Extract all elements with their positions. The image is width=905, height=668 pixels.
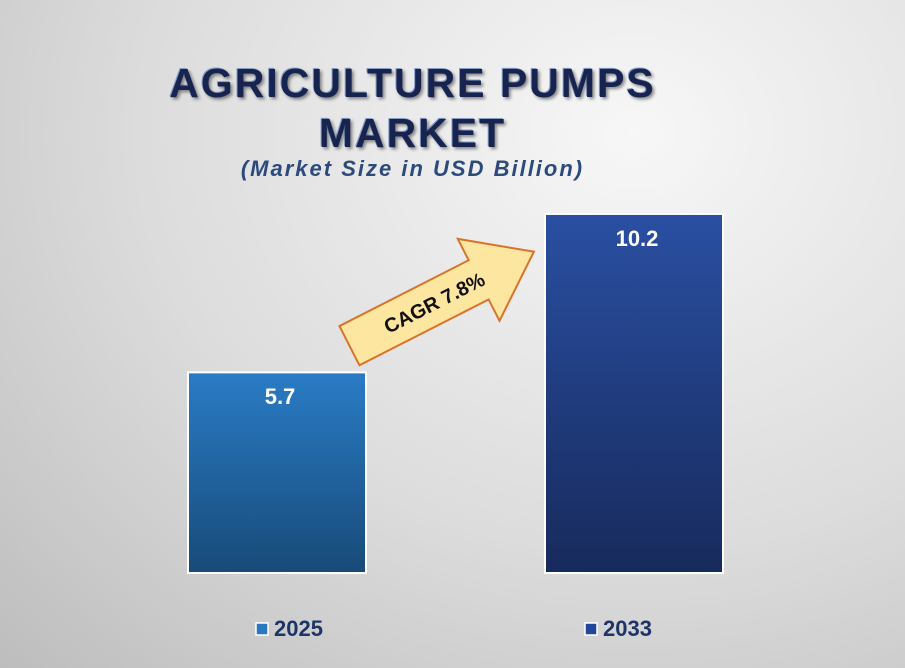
legend-swatch xyxy=(255,622,269,636)
data-label: 5.7 xyxy=(265,384,296,409)
arrow-shape xyxy=(338,237,536,367)
legend-label: 2033 xyxy=(603,616,652,641)
legend-label: 2025 xyxy=(274,616,323,641)
cagr-arrow: CAGR 7.8% xyxy=(338,237,536,367)
legend-swatch xyxy=(584,622,598,636)
data-label: 10.2 xyxy=(616,226,659,251)
chart-subtitle: (Market Size in USD Billion) xyxy=(240,156,585,181)
chart-title: AGRICULTURE PUMPS MARKET xyxy=(169,60,656,156)
bar xyxy=(187,371,367,574)
bar xyxy=(544,212,724,575)
